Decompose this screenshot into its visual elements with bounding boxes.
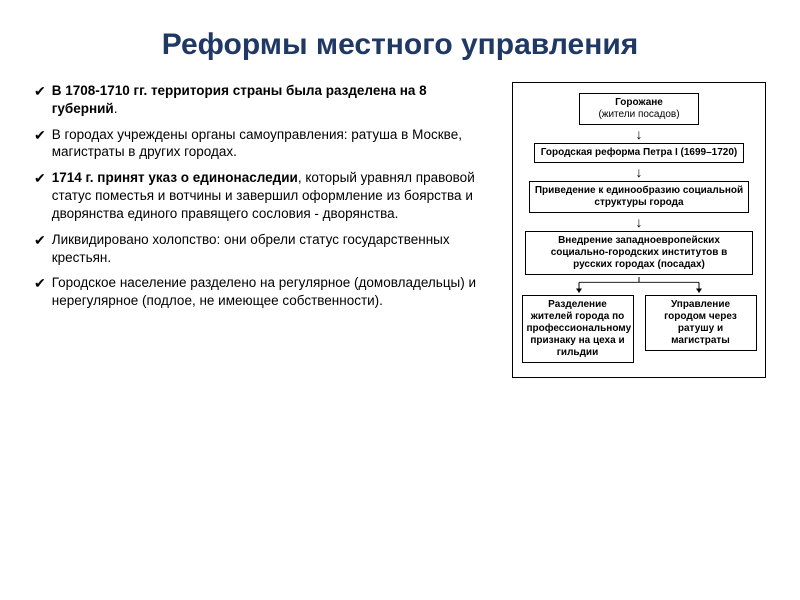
- bullet-text: 1714 г. принят указ о единонаследии, кот…: [52, 169, 496, 222]
- arrow-down-icon: ↓: [519, 215, 759, 229]
- node-reform: Городская реформа Петра I (1699–1720): [534, 143, 744, 163]
- bullet-item: ✔ В 1708-1710 гг. территория страны была…: [34, 82, 496, 118]
- bullet-text: Городское население разделено на регуляр…: [52, 274, 496, 310]
- bullet-text: Ликвидировано холопство: они обрели стат…: [52, 231, 496, 267]
- bullet-list: ✔ В 1708-1710 гг. территория страны была…: [34, 82, 500, 378]
- check-icon: ✔: [34, 274, 46, 292]
- branch-connector: [519, 277, 759, 293]
- diagram-panel: Горожане (жители посадов) ↓ Городская ре…: [512, 82, 766, 378]
- check-icon: ✔: [34, 231, 46, 249]
- node-right-leaf: Управление городом через ратушу и магист…: [645, 295, 757, 351]
- arrow-down-icon: ↓: [519, 165, 759, 179]
- content-area: ✔ В 1708-1710 гг. территория страны была…: [34, 82, 766, 378]
- arrow-down-icon: ↓: [519, 127, 759, 141]
- bullet-item: ✔ В городах учреждены органы самоуправле…: [34, 126, 496, 162]
- bullet-item: ✔ Ликвидировано холопство: они обрели ст…: [34, 231, 496, 267]
- bullet-text: В 1708-1710 гг. территория страны была р…: [52, 82, 496, 118]
- node-step2: Внедрение западноевропейских социально-г…: [525, 231, 753, 275]
- check-icon: ✔: [34, 169, 46, 187]
- slide-title: Реформы местного управления: [34, 28, 766, 62]
- leaf-row: Разделение жителей города по профессиона…: [519, 295, 759, 363]
- node-step1: Приведение к единообразию социальной стр…: [529, 181, 749, 213]
- node-left-leaf: Разделение жителей города по профессиона…: [522, 295, 634, 363]
- check-icon: ✔: [34, 82, 46, 100]
- flowchart: Горожане (жители посадов) ↓ Городская ре…: [512, 82, 766, 378]
- bullet-item: ✔ Городское население разделено на регул…: [34, 274, 496, 310]
- bullet-item: ✔ 1714 г. принят указ о единонаследии, к…: [34, 169, 496, 222]
- node-top: Горожане (жители посадов): [579, 93, 699, 125]
- check-icon: ✔: [34, 126, 46, 144]
- bullet-text: В городах учреждены органы самоуправлени…: [52, 126, 496, 162]
